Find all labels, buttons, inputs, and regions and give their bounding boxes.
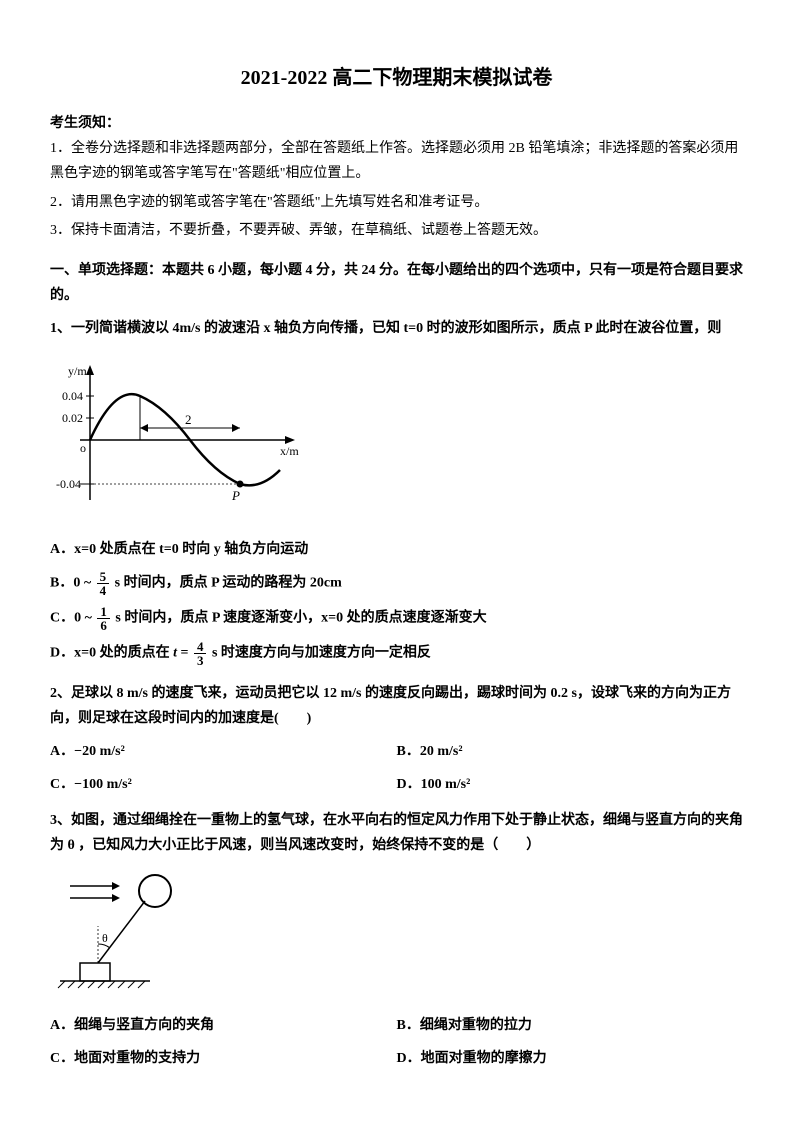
section-1-header: 一、单项选择题：本题共 6 小题，每小题 4 分，共 24 分。在每小题给出的四… xyxy=(50,258,743,308)
q2-option-a: A．−20 m/s² xyxy=(50,739,397,764)
q3-option-a: A．细绳与竖直方向的夹角 xyxy=(50,1013,397,1038)
instruction-1: 1．全卷分选择题和非选择题两部分，全部在答题纸上作答。选择题必须用 2B 铅笔填… xyxy=(50,136,743,186)
q1-figure: y/m x/m 0.04 0.02 o -0.04 2 P xyxy=(50,350,743,529)
q1-option-c: C．0 ~ 16 s 时间内，质点 P 速度逐渐变小，x=0 处的质点速度逐渐变… xyxy=(50,605,743,632)
q1-xlabel: x/m xyxy=(280,444,299,458)
q1-text: 1、一列简谐横波以 4m/s 的波速沿 x 轴负方向传播，已知 t=0 时的波形… xyxy=(50,316,743,341)
q3-figure: θ xyxy=(50,866,743,1005)
q1-x-marker: 2 xyxy=(185,412,192,427)
q1-ytick-004: 0.04 xyxy=(62,389,83,403)
q3-text: 3、如图，通过细绳拴在一重物上的氢气球，在水平向右的恒定风力作用下处于静止状态，… xyxy=(50,808,743,858)
instruction-2: 2．请用黑色字迹的钢笔或答字笔在"答题纸"上先填写姓名和准考证号。 xyxy=(50,190,743,215)
notice-header: 考生须知： xyxy=(50,111,743,136)
q1-origin: o xyxy=(80,441,86,455)
page-title: 2021-2022 高二下物理期末模拟试卷 xyxy=(50,60,743,96)
q1-option-d: D．x=0 处的质点在 t = 43 s 时速度方向与加速度方向一定相反 xyxy=(50,640,743,667)
q2-option-d: D．100 m/s² xyxy=(397,772,744,797)
q1-point-p: P xyxy=(231,488,240,503)
q1-option-b: B．0 ~ 54 s 时间内，质点 P 运动的路程为 20cm xyxy=(50,570,743,597)
q1-option-a: A．x=0 处质点在 t=0 时向 y 轴负方向运动 xyxy=(50,537,743,562)
instruction-3: 3．保持卡面清洁，不要折叠，不要弄破、弄皱，在草稿纸、试题卷上答题无效。 xyxy=(50,218,743,243)
q3-option-c: C．地面对重物的支持力 xyxy=(50,1046,397,1071)
q3-option-b: B．细绳对重物的拉力 xyxy=(397,1013,744,1038)
q2-text: 2、足球以 8 m/s 的速度飞来，运动员把它以 12 m/s 的速度反向踢出，… xyxy=(50,681,743,731)
q1-ytick-neg004: -0.04 xyxy=(56,477,81,491)
q2-option-c: C．−100 m/s² xyxy=(50,772,397,797)
q1-ytick-002: 0.02 xyxy=(62,411,83,425)
q2-option-b: B．20 m/s² xyxy=(397,739,744,764)
q3-option-d: D．地面对重物的摩擦力 xyxy=(397,1046,744,1071)
q3-angle-label: θ xyxy=(102,931,108,945)
q1-ylabel: y/m xyxy=(68,364,87,378)
